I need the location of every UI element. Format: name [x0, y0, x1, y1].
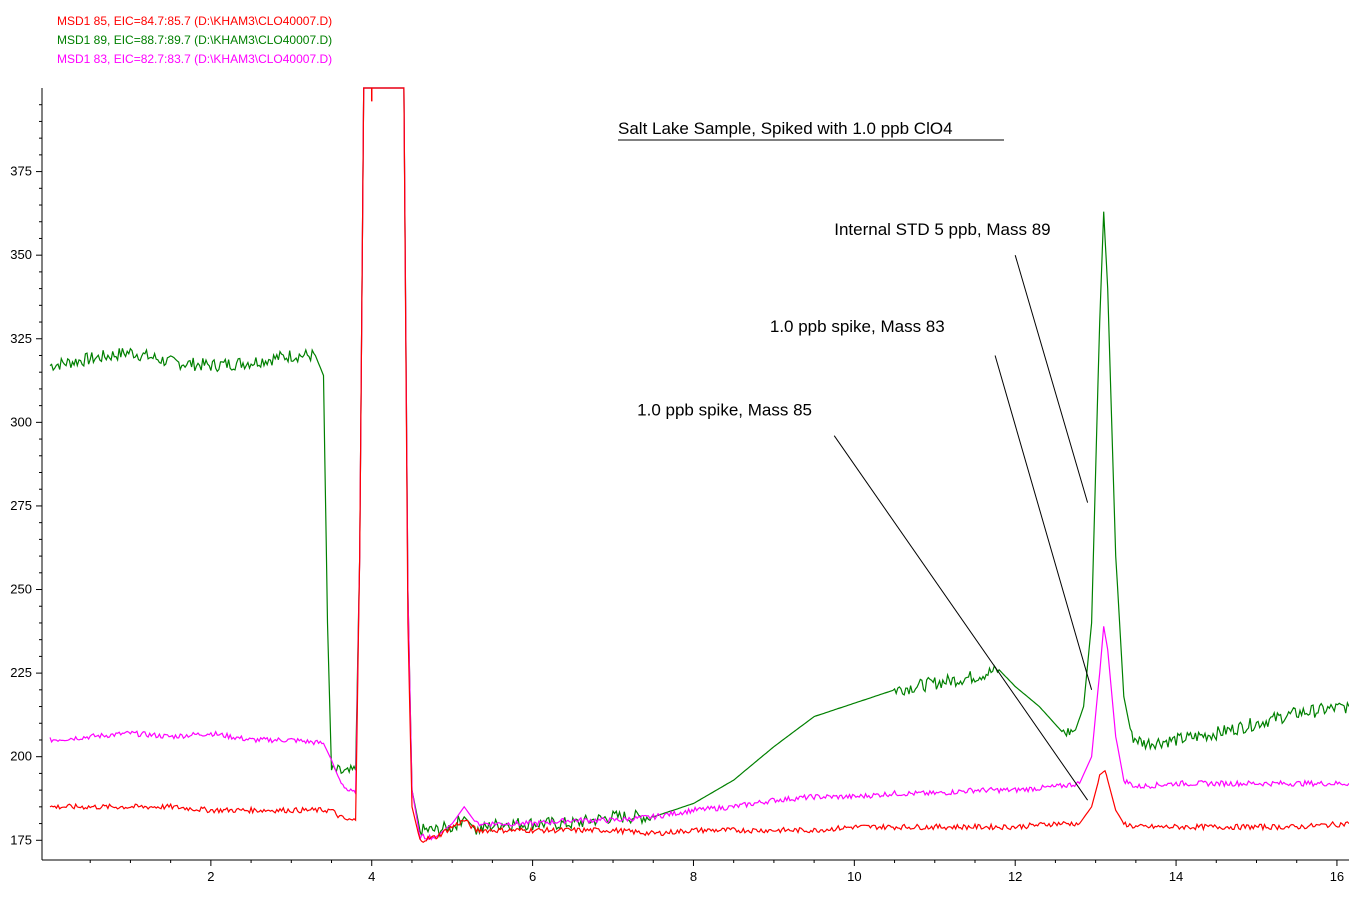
x-tick-label: 12	[1008, 869, 1022, 884]
y-tick-label: 225	[10, 665, 32, 680]
x-tick-label: 10	[847, 869, 861, 884]
plot-area	[49, 87, 1349, 844]
x-tick-label: 6	[529, 869, 536, 884]
y-tick-label: 200	[10, 749, 32, 764]
y-tick-label: 325	[10, 331, 32, 346]
annotation-label: 1.0 ppb spike, Mass 85	[637, 401, 812, 420]
x-tick-label: 4	[368, 869, 375, 884]
y-tick-label: 275	[10, 498, 32, 513]
chart-title: Salt Lake Sample, Spiked with 1.0 ppb Cl…	[618, 119, 953, 138]
annotation-leader-line	[833, 435, 1089, 801]
chart-legend: MSD1 85, EIC=84.7:85.7 (D:\KHAM3\CLO4000…	[57, 12, 332, 69]
x-tick-label: 2	[207, 869, 214, 884]
annotation-leader-line	[1014, 255, 1089, 503]
legend-entry-mass-89: MSD1 89, EIC=88.7:89.7 (D:\KHAM3\CLO4000…	[57, 33, 333, 47]
series-line-msd1-85	[49, 87, 1349, 844]
chart-axes: 175 200 225 250 275 300 325 350 375 2 4 6 8 10 12 14 16	[10, 88, 1349, 884]
annotation-label: Internal STD 5 ppb, Mass 89	[834, 220, 1050, 239]
legend-entry-mass-83: MSD1 83, EIC=82.7:83.7 (D:\KHAM3\CLO4000…	[57, 52, 333, 66]
legend-entry-mass-85: MSD1 85, EIC=84.7:85.7 (D:\KHAM3\CLO4000…	[57, 14, 333, 28]
x-tick-label: 8	[690, 869, 697, 884]
series-line-msd1-89	[49, 87, 1349, 838]
y-tick-label: 175	[10, 832, 32, 847]
chart-annotations: Internal STD 5 ppb, Mass 89 1.0 ppb spike…	[637, 220, 1093, 801]
x-tick-label: 16	[1330, 869, 1344, 884]
series-line-msd1-83	[49, 87, 1349, 841]
x-tick-label: 14	[1169, 869, 1183, 884]
annotation-leader-line	[994, 355, 1093, 690]
y-tick-label: 350	[10, 247, 32, 262]
y-tick-label: 375	[10, 164, 32, 179]
y-tick-label: 300	[10, 414, 32, 429]
annotation-label: 1.0 ppb spike, Mass 83	[770, 317, 945, 336]
y-tick-label: 250	[10, 582, 32, 597]
